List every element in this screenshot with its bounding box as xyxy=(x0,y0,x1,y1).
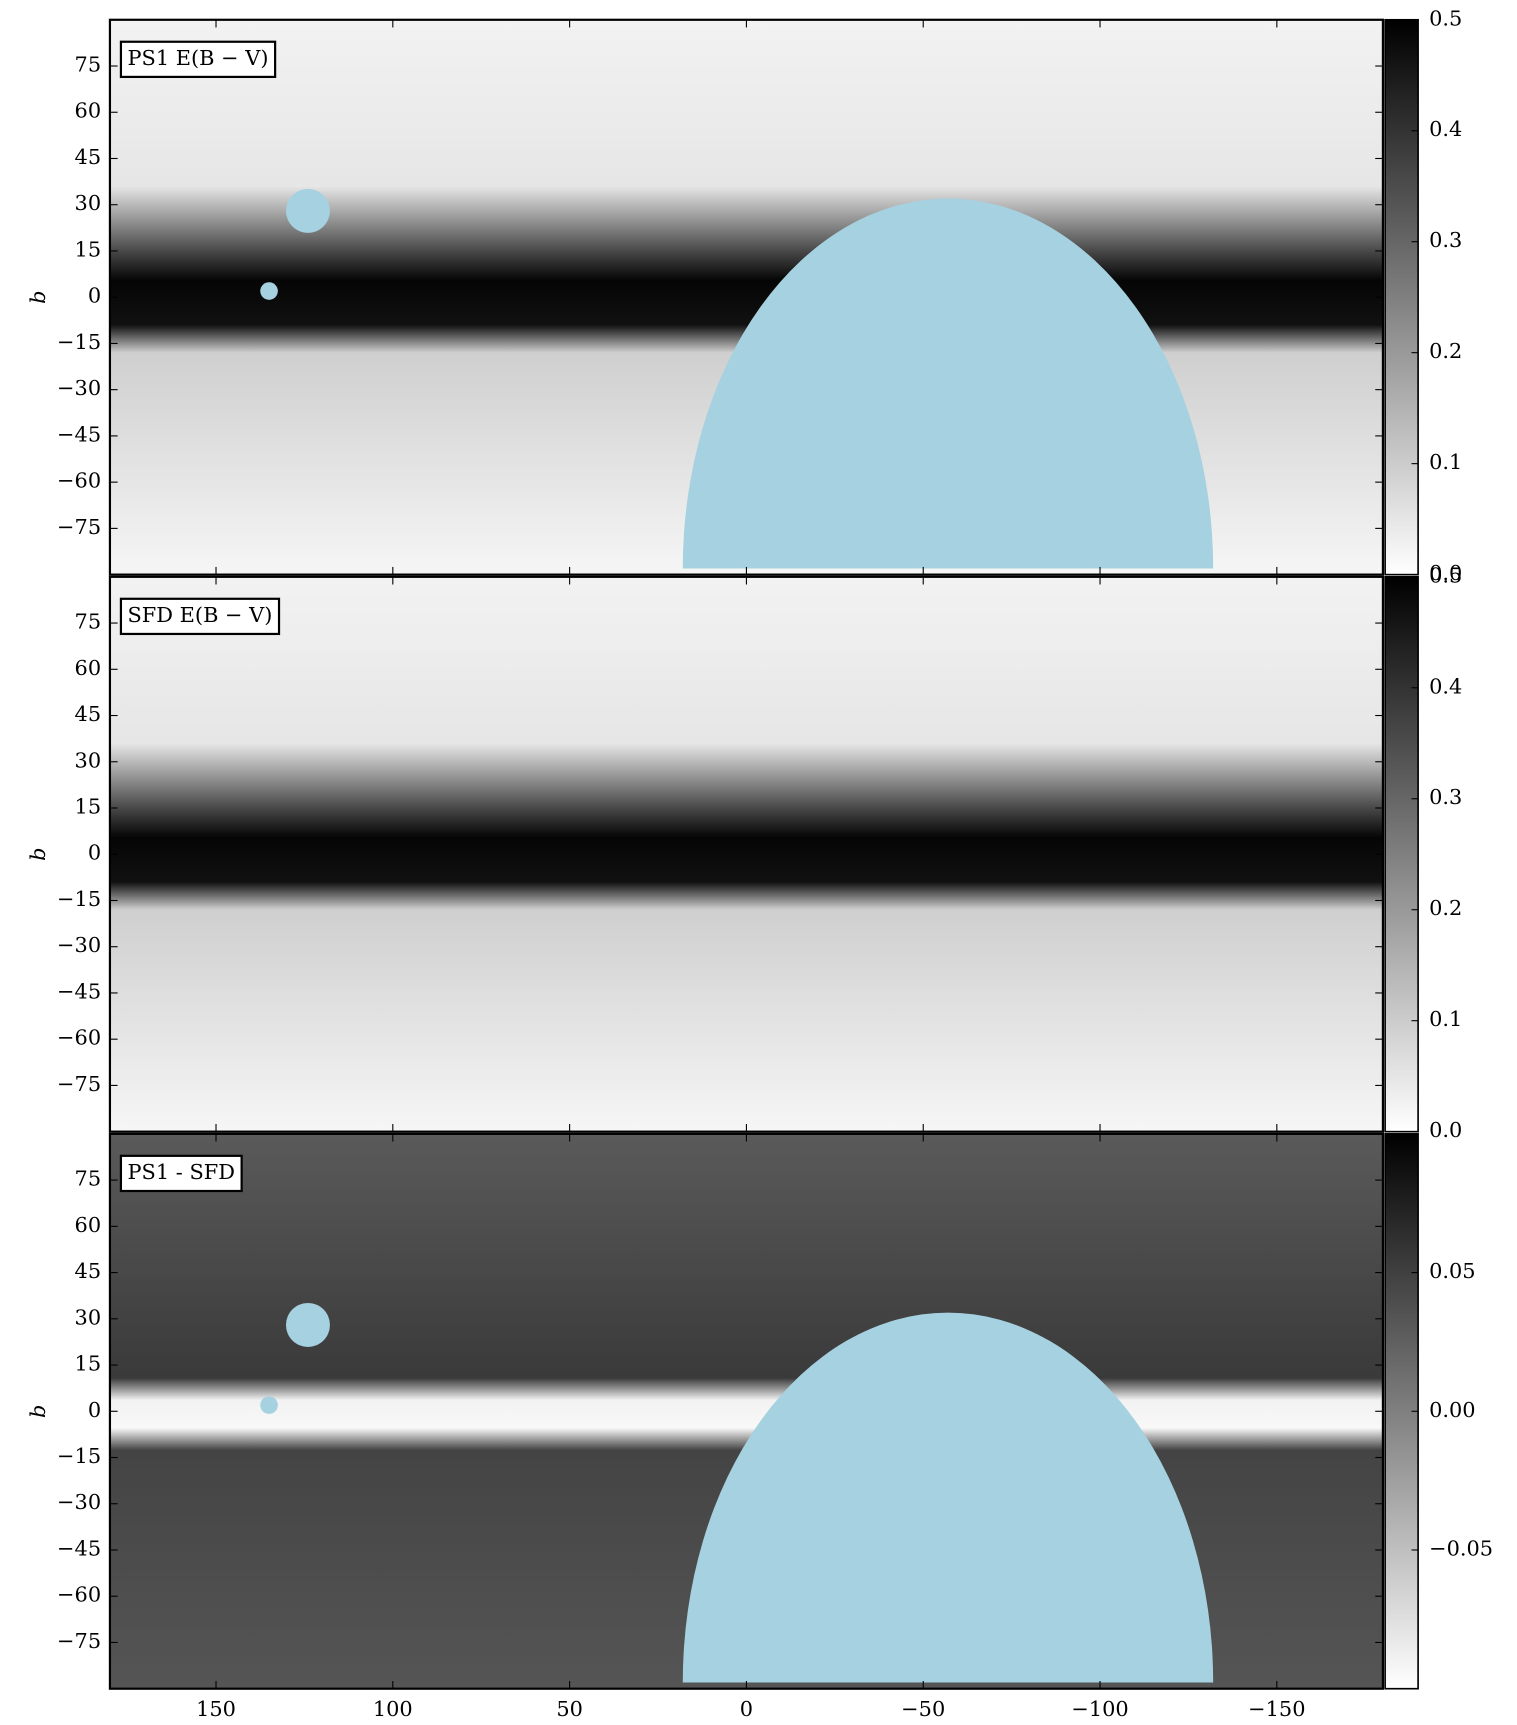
y-tick-label: −15 xyxy=(57,330,101,354)
y-tick-label: 15 xyxy=(75,1352,102,1376)
y-tick-label: 0 xyxy=(88,1398,101,1422)
colorbar-tick-label: 0.2 xyxy=(1429,339,1462,363)
mask-region xyxy=(285,1302,330,1347)
x-tick-label: −150 xyxy=(1248,1697,1305,1721)
colorbar xyxy=(1384,18,1419,576)
y-tick-label: −30 xyxy=(57,376,101,400)
y-tick-label: 60 xyxy=(75,99,102,123)
y-axis-label: b xyxy=(26,291,50,304)
y-tick-label: 45 xyxy=(75,145,102,169)
panel-label: SFD E(B − V) xyxy=(128,603,273,627)
colorbar-tick-label: 0.5 xyxy=(1429,563,1462,587)
y-tick-label: 0 xyxy=(88,841,101,865)
y-tick-label: −75 xyxy=(57,1072,101,1096)
x-tick-label: −100 xyxy=(1071,1697,1128,1721)
x-tick-label: 100 xyxy=(373,1697,413,1721)
map-image xyxy=(109,576,1383,1132)
y-tick-label: 15 xyxy=(75,237,102,261)
y-tick-label: −45 xyxy=(57,422,101,446)
colorbar-tick-label: 0.2 xyxy=(1429,896,1462,920)
y-tick-label: −15 xyxy=(57,1444,101,1468)
colorbar-tick-label: 0.05 xyxy=(1429,1259,1475,1283)
y-tick-label: −30 xyxy=(57,1490,101,1514)
y-tick-label: 30 xyxy=(75,191,102,215)
y-tick-label: −75 xyxy=(57,515,101,539)
colorbar-tick-label: 0.1 xyxy=(1429,1007,1462,1031)
colorbar-tick-label: 0.0 xyxy=(1429,1118,1462,1142)
colorbar-tick-label: 0.3 xyxy=(1429,785,1462,809)
colorbar-tick-label: 0.3 xyxy=(1429,228,1462,252)
panel-label-box xyxy=(119,40,277,79)
y-tick-label: 75 xyxy=(75,53,102,77)
colorbar-tick-label: 0.5 xyxy=(1429,6,1462,30)
y-tick-label: 0 xyxy=(88,284,101,308)
y-tick-label: −60 xyxy=(57,1583,101,1607)
colorbar-tick-label: 0.1 xyxy=(1429,450,1462,474)
panel-label: PS1 E(B − V) xyxy=(128,46,269,70)
y-tick-label: 45 xyxy=(75,702,102,726)
mask-region xyxy=(682,198,1214,569)
y-tick-label: 15 xyxy=(75,795,102,819)
y-tick-label: −60 xyxy=(57,469,101,493)
y-tick-label: 60 xyxy=(75,1213,102,1237)
y-tick-label: 45 xyxy=(75,1259,102,1283)
panel-label: PS1 - SFD xyxy=(128,1160,236,1184)
y-tick-label: −75 xyxy=(57,1629,101,1653)
y-tick-label: −45 xyxy=(57,1536,101,1560)
colorbar-tick-label: −0.05 xyxy=(1429,1536,1493,1560)
x-tick-label: 150 xyxy=(196,1697,236,1721)
y-axis-label: b xyxy=(26,848,50,861)
x-tick-label: 50 xyxy=(556,1697,583,1721)
mask-region xyxy=(285,188,330,233)
y-tick-label: 30 xyxy=(75,1305,102,1329)
colorbar-tick-label: 0.4 xyxy=(1429,674,1462,698)
colorbar-tick-label: 0.00 xyxy=(1429,1398,1475,1422)
y-tick-label: −30 xyxy=(57,933,101,957)
y-tick-label: 30 xyxy=(75,748,102,772)
colorbar-tick-label: 0.4 xyxy=(1429,117,1462,141)
y-tick-label: −45 xyxy=(57,979,101,1003)
y-tick-label: 75 xyxy=(75,610,102,634)
y-tick-label: 75 xyxy=(75,1167,102,1191)
y-tick-label: −60 xyxy=(57,1026,101,1050)
mask-region xyxy=(260,1396,278,1414)
y-axis-label: b xyxy=(26,1405,50,1418)
y-tick-label: 60 xyxy=(75,656,102,680)
x-tick-label: −50 xyxy=(901,1697,945,1721)
panel-label-box xyxy=(119,1154,243,1193)
mask-region xyxy=(260,282,278,300)
colorbar xyxy=(1384,575,1419,1133)
y-tick-label: −15 xyxy=(57,887,101,911)
colorbar-tick-label: 0.0 xyxy=(1429,561,1462,585)
x-tick-label: 0 xyxy=(740,1697,753,1721)
mask-region xyxy=(682,1312,1214,1683)
panel-label-box xyxy=(119,597,281,636)
